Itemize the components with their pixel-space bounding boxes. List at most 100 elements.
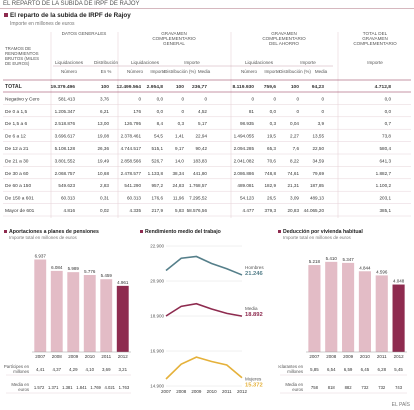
panel-title: Rendimiento medio del trabajo [145, 229, 221, 235]
row-label: TOTAL [5, 84, 23, 90]
table-cell: 7,6 [293, 146, 300, 151]
series-name-label: Hombres [245, 265, 264, 270]
table-cell: 0,04 [290, 121, 299, 126]
series-name-label: Mujeres [245, 377, 262, 382]
y-tick-label: 16.900 [150, 349, 164, 354]
table-cell: 4.712,8 [375, 84, 392, 90]
table-cell: 0,3 [270, 121, 277, 126]
table-cell: 1.768,57 [189, 183, 207, 188]
y-tick-label: 14.900 [150, 384, 164, 389]
header-line: DEL AHORRO [269, 41, 299, 46]
table-cell: 22,50 [313, 146, 325, 151]
bar-value-label: 4.961 [117, 280, 129, 285]
series-end-label: 15.372 [245, 383, 263, 389]
stub-header: TRAMOS DE RENDIMIENTOS BRUTOS (MILES DE EUR… [5, 46, 39, 66]
pensions-chart: Aportaciones a planes de pensionesImport… [4, 229, 131, 394]
table-cell: 14,0 [175, 158, 184, 163]
x-tick-label: 2010 [360, 354, 371, 359]
table-cell: 1.133,8 [148, 171, 164, 176]
table-cell: 3,9 [318, 121, 325, 126]
table-cell: 203,1 [380, 196, 392, 201]
bar [67, 272, 80, 352]
panel-subtitle: Importe total en millones de euros [283, 235, 352, 240]
table-cell: 580,4 [380, 146, 392, 151]
y-tick-label: 22.900 [150, 244, 164, 249]
column-header: Número [241, 69, 258, 74]
table-cell: 1,41 [175, 134, 184, 139]
label-line: Media en [11, 382, 29, 387]
table-cell: 4,52 [198, 109, 207, 114]
table-cell: 541.290 [124, 183, 141, 188]
table-cell: 98.935 [240, 121, 254, 126]
table-cell: 79,69 [313, 171, 325, 176]
table-cell: 1.100,2 [376, 183, 392, 188]
row-value: 1.572 [34, 385, 45, 390]
bar-value-label: 5.776 [84, 269, 96, 274]
sub-header: Liquidaciones [55, 60, 84, 65]
table-cell: 22,94 [196, 134, 208, 139]
table-cell: 26,36 [98, 146, 110, 151]
column-group-header: DATOS GENERALES [62, 31, 107, 36]
header-line: GRAVAMEN [161, 31, 187, 36]
x-tick-label: 2009 [343, 354, 354, 359]
table-cell: 2.858.566 [121, 158, 142, 163]
table-cell: 10,68 [98, 171, 110, 176]
x-tick-label: 2010 [85, 354, 96, 359]
table-cell: 6,21 [100, 109, 109, 114]
table-cell: 489.081 [237, 183, 254, 188]
table-cell: 187,85 [310, 183, 324, 188]
bar [342, 262, 355, 352]
table-cell: 0,31 [100, 196, 109, 201]
row-value: 4,29 [69, 367, 78, 372]
x-tick-label: 2009 [68, 354, 79, 359]
table-cell: 54.123 [240, 196, 254, 201]
table-cell: 0,0 [157, 109, 164, 114]
table-cell: 90,42 [196, 146, 208, 151]
row-value: 5,45 [394, 367, 403, 372]
table-cell: 2,83 [100, 183, 109, 188]
table-cell: 126.795 [124, 121, 141, 126]
top-heading: EL REPARTO DE LA SUBIDA DE IRPF DE RAJOY [0, 0, 414, 9]
table-cell: 2.068.757 [55, 171, 76, 176]
column-header: Importe [150, 69, 166, 74]
row-value: 6,28 [377, 367, 386, 372]
table-cell: 236,77 [192, 84, 207, 90]
table-cell: 0 [181, 96, 184, 101]
header-line: TOTAL DEL [363, 31, 388, 36]
row-value: 818 [328, 385, 336, 390]
table-cell: 0 [321, 96, 324, 101]
table-cell: 9,17 [175, 146, 184, 151]
x-tick-label: 2007 [161, 389, 172, 394]
table-cell: 4.816 [64, 208, 76, 213]
pensions-panel: Aportaciones a planes de pensiones Import… [4, 228, 134, 400]
table-cell: 0 [204, 96, 207, 101]
data-table: DATOS GENERALES GRAVAMEN COMPLEMENTARIO GEN… [3, 30, 411, 220]
series-name-label: Media [245, 306, 258, 311]
x-tick-label: 2012 [237, 389, 248, 394]
bar-value-label: 4.844 [359, 265, 371, 270]
table-cell: 11,96 [173, 196, 185, 201]
table-cell: 0 [251, 96, 254, 101]
table-cell: 94,23 [312, 84, 325, 90]
table-cell: 0 [273, 96, 276, 101]
table-cell: 3,09 [290, 196, 299, 201]
table-cell: 34,59 [313, 158, 325, 163]
row-value: 882 [345, 385, 353, 390]
row-value: 3,69 [102, 367, 111, 372]
label-line: Declarantes en [278, 364, 304, 369]
table-cell: 8.119.930 [233, 84, 255, 90]
table-title: El reparto de la subida de IRPF de Rajoy [4, 12, 131, 19]
header-line: DATOS GENERALES [62, 31, 107, 36]
table-cell: 54,5 [154, 134, 163, 139]
x-tick-label: 2008 [176, 389, 187, 394]
table-cell: 26,5 [267, 196, 276, 201]
table-cell: 441,80 [193, 171, 207, 176]
bar [34, 259, 47, 352]
column-header: En % [101, 69, 112, 74]
bar-value-label: 4.048 [393, 279, 405, 284]
sub-header: Importe [300, 60, 316, 65]
header-line: RENDIMIENTOS [5, 51, 39, 56]
x-tick-label: 2011 [377, 354, 387, 359]
table-cell: 100 [291, 84, 299, 90]
